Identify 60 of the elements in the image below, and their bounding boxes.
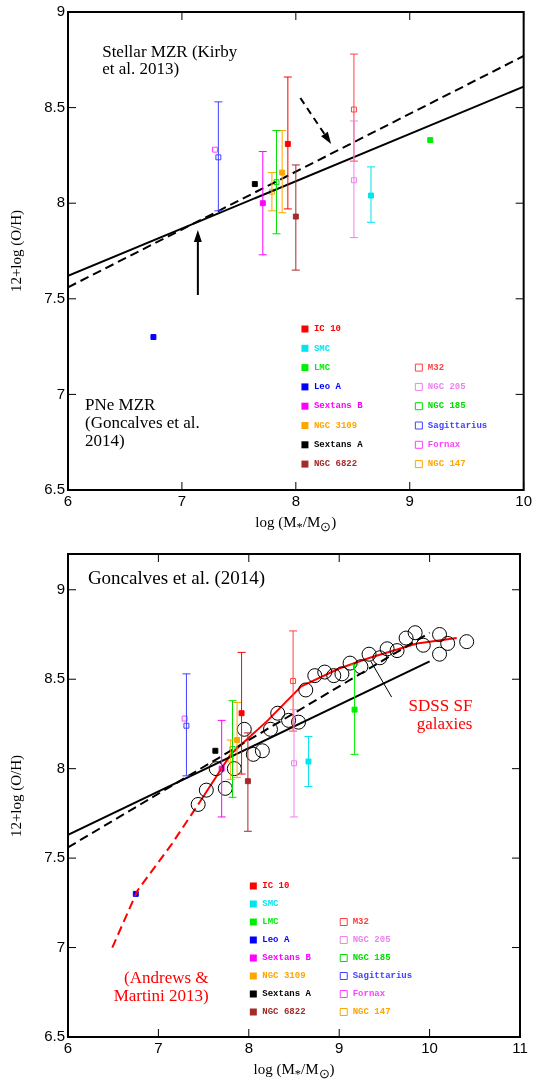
- y-tick-label: 7: [56, 937, 65, 955]
- y-tick-label: 8: [56, 193, 65, 211]
- legend-label: Sextans A: [262, 989, 312, 1000]
- x-tick-label: 6: [63, 1039, 73, 1057]
- legend-label: NGC 147: [352, 1007, 391, 1018]
- legend-label: SMC: [313, 343, 331, 354]
- x-tick-label: 8: [291, 492, 300, 510]
- x-tick-label: 9: [335, 1039, 344, 1057]
- y-tick-label: 7.5: [44, 848, 65, 866]
- legend-label: NGC 205: [427, 382, 466, 393]
- y-tick-label: 8.5: [44, 97, 65, 115]
- legend-label: Fornax: [352, 989, 386, 1000]
- x-tick-label: 7: [177, 492, 187, 510]
- legend-label: LMC: [313, 362, 331, 373]
- y-tick-label: 8: [56, 758, 65, 776]
- y-axis-title: 12+log (O/H): [7, 209, 25, 293]
- y-tick-label: 8.5: [44, 669, 65, 687]
- legend-label: NGC 6822: [262, 1007, 306, 1018]
- annotation: SDSS SF galaxies: [407, 696, 473, 733]
- x-tick-label: 7: [154, 1039, 163, 1057]
- legend-label: NGC 185: [427, 401, 466, 412]
- annotation: (Andrews & Martini 2013): [112, 968, 209, 1005]
- annotation: Goncalves et al. (2014): [87, 567, 267, 589]
- y-tick-label: 6.5: [44, 480, 65, 498]
- legend-label: SMC: [262, 899, 280, 910]
- legend-label: IC 10: [313, 324, 341, 335]
- y-tick-label: 6.5: [44, 1027, 65, 1045]
- x-axis-title: log (M$_{*}$/M$_{⊙}$): [252, 1061, 336, 1082]
- y-tick-label: 7: [56, 384, 65, 402]
- legend-label: M32: [352, 917, 369, 928]
- legend-label: LMC: [262, 917, 280, 928]
- legend-label: Leo A: [262, 935, 290, 946]
- x-tick-label: 6: [63, 492, 73, 510]
- legend-label: Fornax: [427, 440, 461, 451]
- y-axis-title: 12+log (O/H): [7, 754, 25, 837]
- legend-label: NGC 6822: [313, 459, 358, 470]
- legend-label: NGC 3109: [313, 420, 358, 431]
- y-tick-label: 9: [56, 2, 65, 20]
- legend-label: IC 10: [262, 881, 290, 892]
- legend-label: NGC 205: [352, 935, 391, 946]
- x-tick-label: 10: [421, 1039, 438, 1057]
- legend-label: Sextans A: [313, 440, 364, 451]
- annotation: Stellar MZR (Kirby et al. 2013): [102, 41, 239, 79]
- x-tick-label: 11: [512, 1039, 528, 1057]
- x-axis-title: log (M$_{*}$/M$_{⊙}$): [254, 514, 338, 535]
- legend-label: Sextans B: [262, 953, 312, 964]
- x-tick-label: 9: [405, 492, 414, 510]
- y-tick-label: 9: [56, 579, 65, 597]
- legend-label: Leo A: [313, 382, 342, 393]
- legend-label: NGC 147: [427, 459, 466, 470]
- y-tick-label: 7.5: [44, 288, 65, 306]
- legend-label: Sagittarius: [427, 420, 488, 431]
- x-tick-label: 8: [244, 1039, 253, 1057]
- legend-label: M32: [427, 362, 445, 373]
- legend-label: NGC 3109: [262, 971, 306, 982]
- legend-label: Sextans B: [313, 401, 364, 412]
- annotation: PNe MZR (Goncalves et al. 2014): [85, 395, 201, 450]
- legend-label: NGC 185: [352, 953, 391, 964]
- x-tick-label: 10: [515, 492, 532, 510]
- legend-label: Sagittarius: [352, 971, 413, 982]
